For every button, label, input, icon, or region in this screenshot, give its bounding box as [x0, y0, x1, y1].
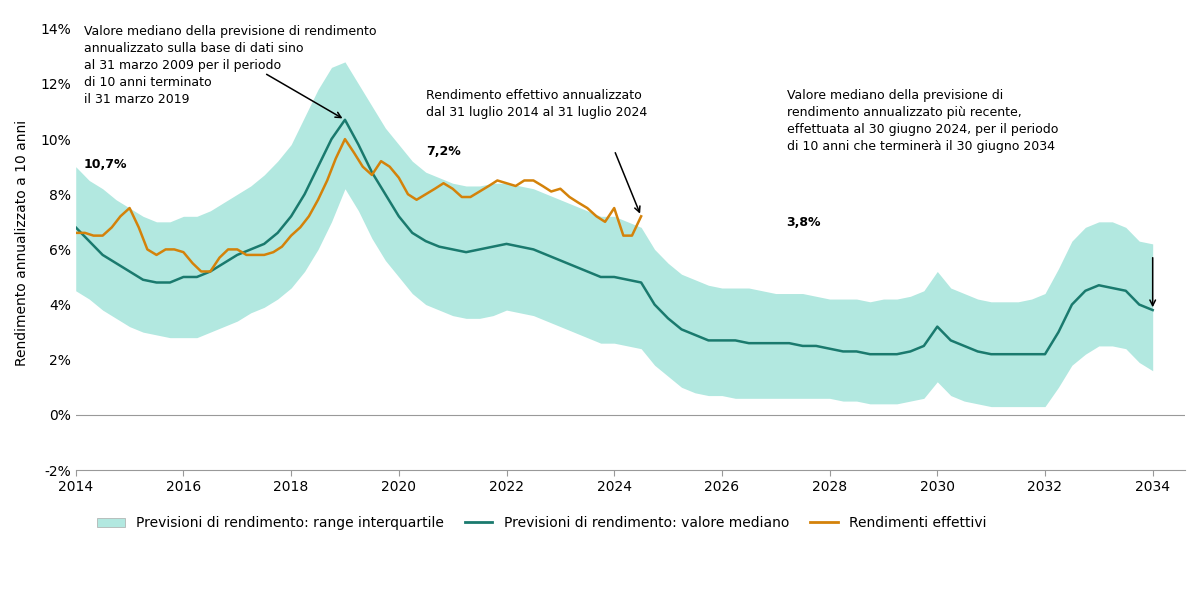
Legend: Previsioni di rendimento: range interquartile, Previsioni di rendimento: valore : Previsioni di rendimento: range interqua… — [91, 511, 991, 536]
Text: Rendimento effettivo annualizzato
dal 31 luglio 2014 al 31 luglio 2024: Rendimento effettivo annualizzato dal 31… — [426, 89, 647, 119]
Text: 3,8%: 3,8% — [786, 217, 821, 229]
Text: 7,2%: 7,2% — [426, 145, 461, 158]
Text: Valore mediano della previsione di
rendimento annualizzato più recente,
effettua: Valore mediano della previsione di rendi… — [786, 89, 1058, 154]
Text: 10,7%: 10,7% — [84, 158, 127, 172]
Y-axis label: Rendimento annualizzato a 10 anni: Rendimento annualizzato a 10 anni — [14, 119, 29, 365]
Text: Valore mediano della previsione di rendimento
annualizzato sulla base di dati si: Valore mediano della previsione di rendi… — [84, 25, 377, 106]
